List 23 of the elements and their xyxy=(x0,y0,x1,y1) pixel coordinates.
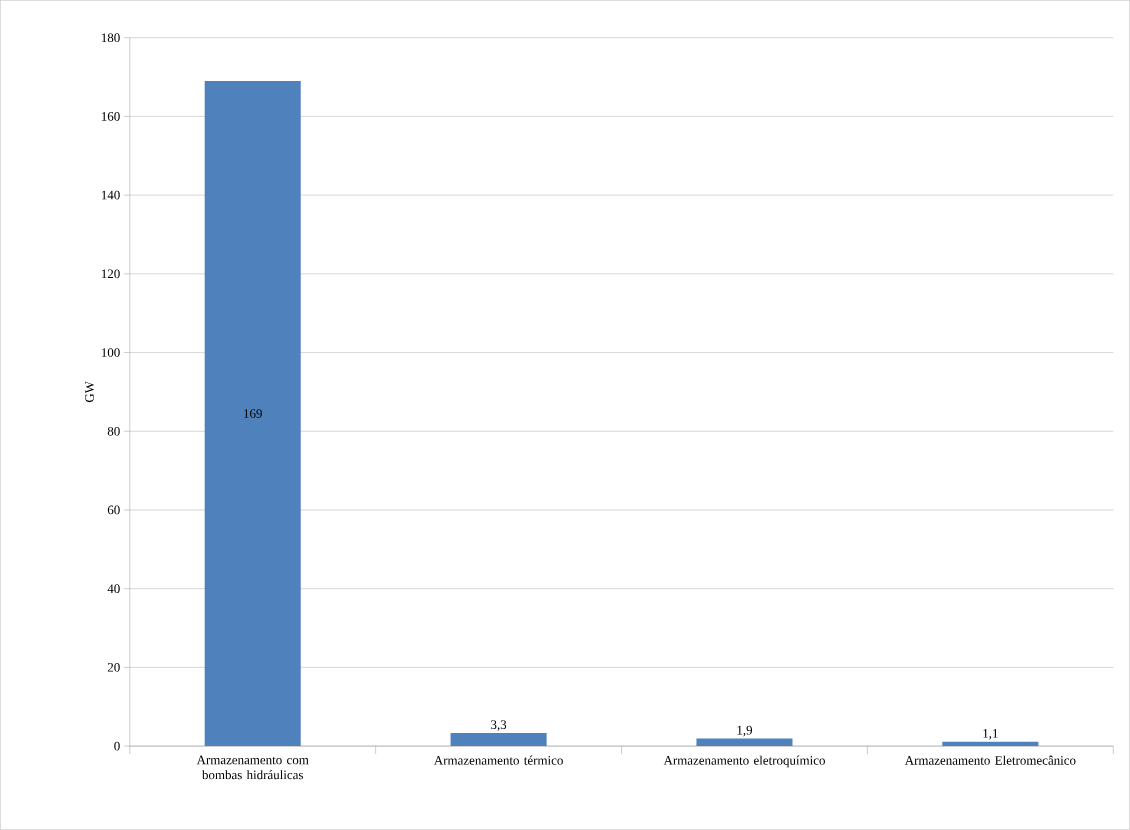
bar xyxy=(696,738,793,747)
y-axis-title: GW xyxy=(85,381,94,403)
bar xyxy=(204,81,301,747)
data-label: 169 xyxy=(244,409,262,418)
x-tick-label: Armazenamento com bombas hidráulicas xyxy=(196,755,309,780)
y-tick-label: 160 xyxy=(101,112,120,121)
y-tick-label: 40 xyxy=(107,584,120,594)
y-tick-label: 80 xyxy=(107,426,120,436)
y-tick-label: 0 xyxy=(114,741,120,751)
bar xyxy=(450,733,547,747)
x-tick-label: Armazenamento térmico xyxy=(433,755,563,765)
y-tick-label: 140 xyxy=(101,190,120,200)
y-tick-label: 20 xyxy=(107,663,120,672)
x-tick-label: Armazenamento Eletromecânico xyxy=(904,755,1076,765)
data-label: 1,9 xyxy=(737,725,753,737)
x-tick-label: Armazenamento eletroquímico xyxy=(663,755,825,768)
bar xyxy=(942,741,1039,747)
y-tick-label: 100 xyxy=(101,348,120,357)
y-tick-label: 180 xyxy=(101,33,120,43)
data-label: 3,3 xyxy=(491,720,507,731)
y-tick-label: 120 xyxy=(101,269,120,279)
y-tick-label: 60 xyxy=(107,505,120,515)
data-label: 1,1 xyxy=(983,729,998,740)
